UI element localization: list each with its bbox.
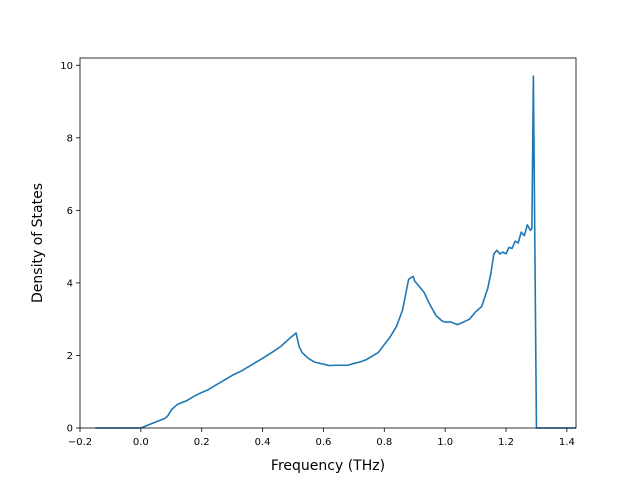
x-tick-label: 0.4 <box>255 437 271 448</box>
y-tick-label: 0 <box>67 424 73 435</box>
x-axis-label: Frequency (THz) <box>271 458 385 474</box>
plot-background <box>80 58 576 428</box>
x-tick-label: 0.8 <box>376 437 392 448</box>
y-tick-label: 6 <box>67 206 73 217</box>
x-tick-label: 0.0 <box>133 437 149 448</box>
series-line <box>95 75 576 429</box>
y-tick-label: 10 <box>60 61 73 72</box>
y-tick-label: 8 <box>67 133 73 144</box>
x-tick-label: 0.6 <box>315 437 331 448</box>
y-tick-label: 2 <box>67 351 73 362</box>
x-tick-label: −0.2 <box>68 437 92 448</box>
plot-frame <box>79 57 577 429</box>
x-tick-label: 0.2 <box>194 437 210 448</box>
x-tick-label: 1.4 <box>559 437 575 448</box>
y-axis-label: Density of States <box>30 183 46 303</box>
x-tick-label: 1.0 <box>437 437 453 448</box>
y-tick-label: 4 <box>67 278 73 289</box>
x-tick-label: 1.2 <box>498 437 514 448</box>
